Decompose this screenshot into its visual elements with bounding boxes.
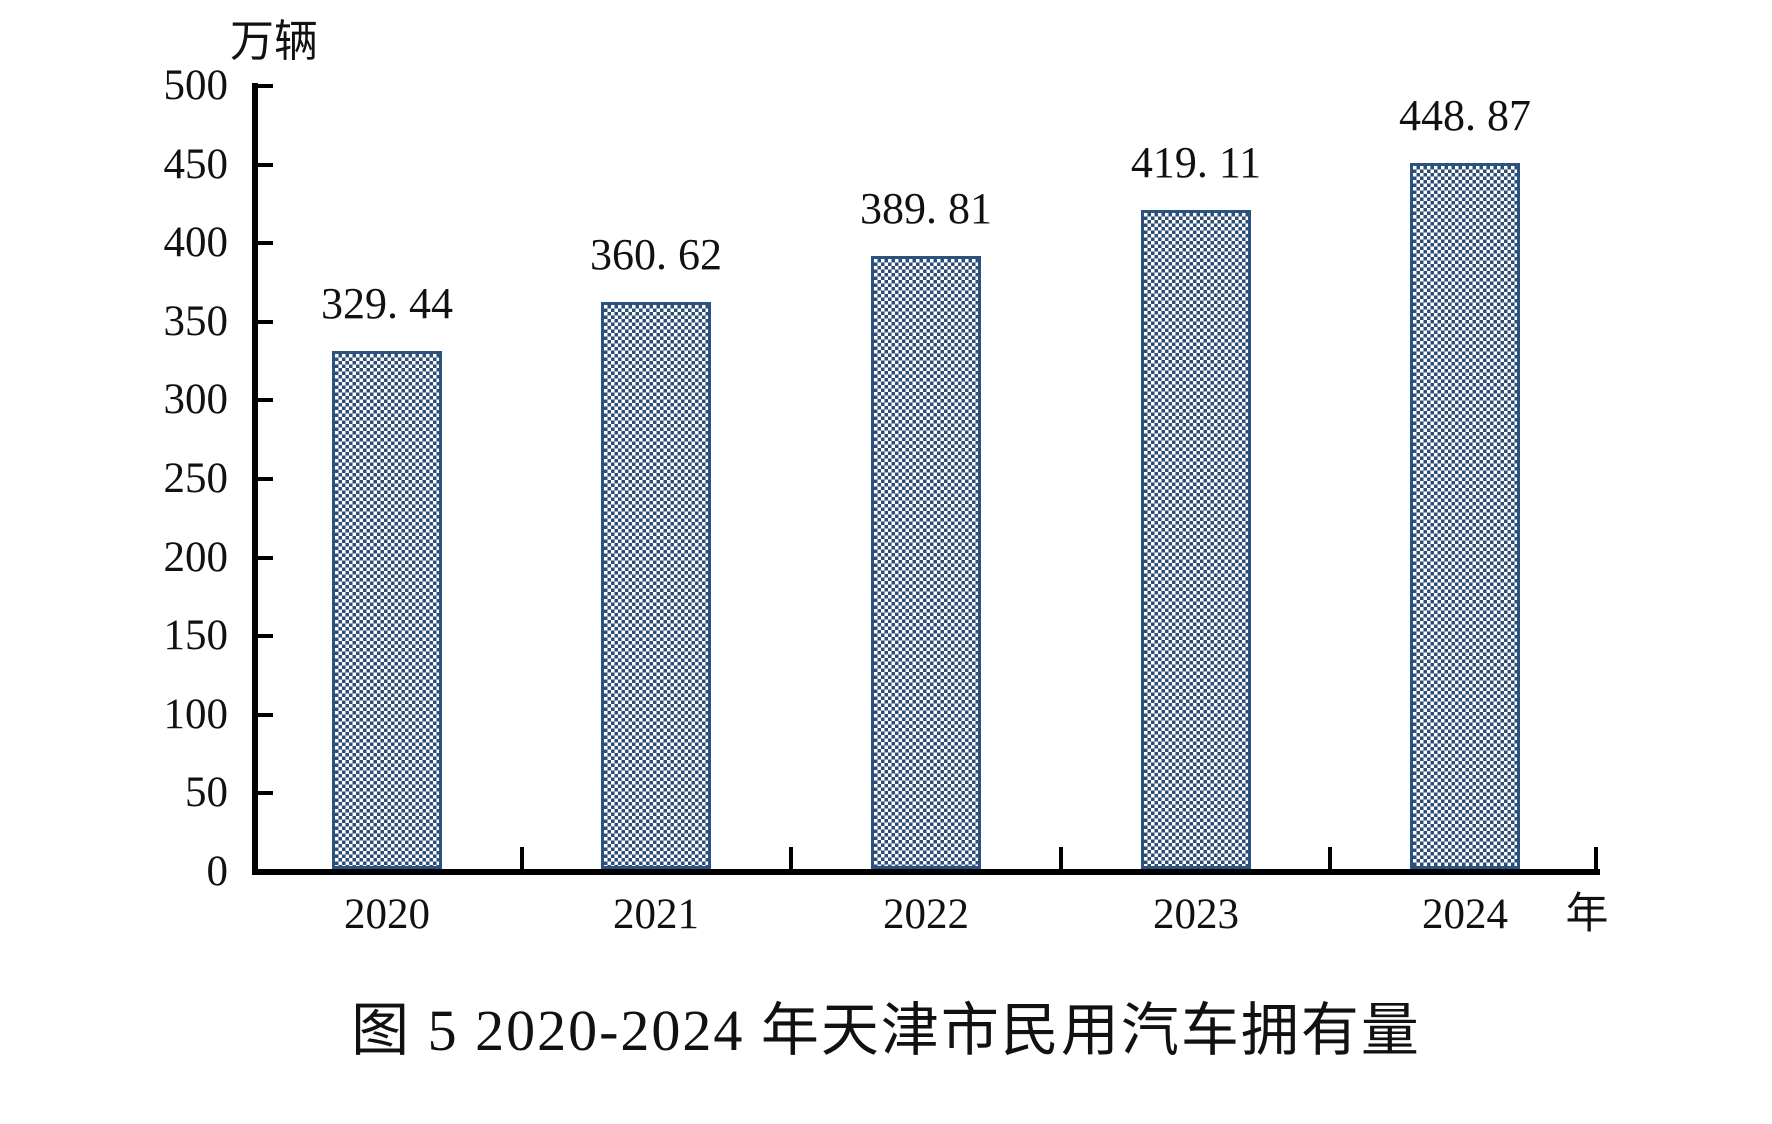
bar-2024 xyxy=(1410,163,1520,869)
bar-2021 xyxy=(601,302,711,869)
x-axis-label-2021: 2021 xyxy=(613,891,699,938)
y-tick-mark xyxy=(258,712,273,717)
y-tick-mark xyxy=(258,241,273,246)
y-tick-mark xyxy=(258,477,273,481)
y-tick-label: 250 xyxy=(163,455,229,502)
y-tick-label: 300 xyxy=(163,376,229,424)
x-axis-label-2020: 2020 xyxy=(344,891,430,938)
x-axis-label-2022: 2022 xyxy=(883,891,969,938)
y-tick-label: 0 xyxy=(206,848,229,895)
x-tick-mark xyxy=(519,847,524,869)
y-tick-label: 100 xyxy=(163,690,229,738)
x-axis-end-tick xyxy=(1594,847,1598,869)
bar-value-label: 419. 11 xyxy=(1130,137,1262,187)
bar-value-label: 389. 81 xyxy=(860,183,992,233)
y-tick-label: 150 xyxy=(163,612,229,660)
y-tick-label: 500 xyxy=(163,62,229,109)
x-tick-mark xyxy=(789,847,794,869)
x-axis-label-2024: 2024 xyxy=(1422,891,1508,938)
chart-title: 图 5 2020-2024 年天津市民用汽车拥有量 xyxy=(351,998,1421,1063)
x-axis-label-2023: 2023 xyxy=(1153,891,1239,938)
y-tick-label: 50 xyxy=(185,769,228,817)
y-tick-mark xyxy=(258,319,273,324)
y-tick-mark xyxy=(258,555,273,560)
y-axis-unit-label: 万辆 xyxy=(230,17,318,66)
y-axis-line xyxy=(252,83,258,875)
y-tick-mark xyxy=(258,162,273,167)
x-axis-line xyxy=(252,869,1600,875)
y-tick-mark xyxy=(258,634,273,639)
x-tick-mark xyxy=(1058,847,1063,869)
bar-value-label: 360. 62 xyxy=(590,229,722,279)
y-tick-label: 450 xyxy=(163,140,229,188)
y-tick-mark xyxy=(258,84,273,88)
bar-value-label: 448. 87 xyxy=(1399,90,1531,140)
x-axis-unit-label: 年 xyxy=(1565,891,1609,938)
y-tick-mark xyxy=(258,398,273,403)
x-tick-mark xyxy=(1328,847,1333,869)
bar-value-label: 329. 44 xyxy=(321,278,453,328)
bar-2023 xyxy=(1141,210,1251,869)
y-tick-label: 350 xyxy=(163,297,229,345)
y-tick-label: 400 xyxy=(163,219,229,267)
bar-2020 xyxy=(332,351,442,869)
y-tick-label: 200 xyxy=(163,533,229,581)
bar-2022 xyxy=(871,256,981,869)
y-tick-mark xyxy=(258,791,273,796)
